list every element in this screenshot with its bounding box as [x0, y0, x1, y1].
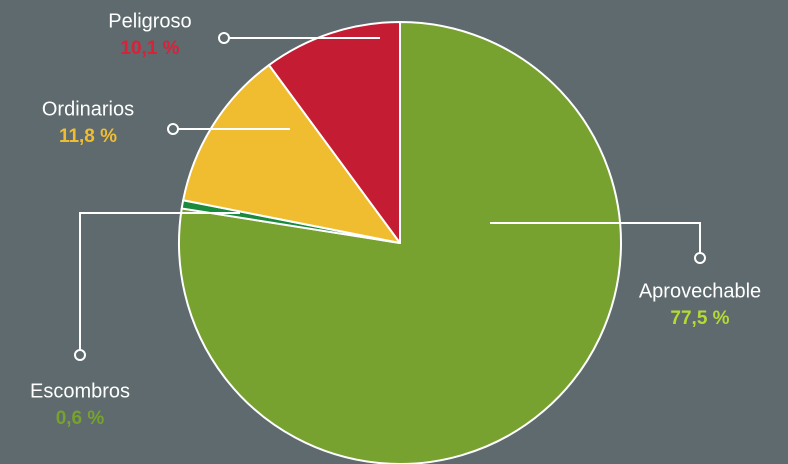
value-label: 77,5 %	[670, 308, 729, 329]
leader-lines	[74, 32, 706, 361]
leader-line	[79, 212, 240, 355]
slice	[182, 64, 401, 244]
leader-dot	[694, 252, 706, 264]
leader-dot	[218, 32, 230, 44]
category-label: Escombros	[30, 380, 130, 402]
category-label: Ordinarios	[42, 98, 134, 120]
leader-dot	[167, 123, 179, 135]
value-label: 10,1 %	[120, 38, 179, 59]
value-label: 0,6 %	[56, 408, 105, 429]
labels: Aprovechable 77,5 % Escombros 0,6 % Ordinari…	[30, 10, 761, 429]
pie	[178, 21, 622, 464]
category-label: Peligroso	[108, 10, 191, 32]
category-label: Aprovechable	[639, 280, 761, 302]
leader-line	[490, 222, 701, 258]
value-label: 11,8 %	[59, 126, 117, 147]
leader-dot	[74, 349, 86, 361]
slice	[267, 21, 401, 244]
